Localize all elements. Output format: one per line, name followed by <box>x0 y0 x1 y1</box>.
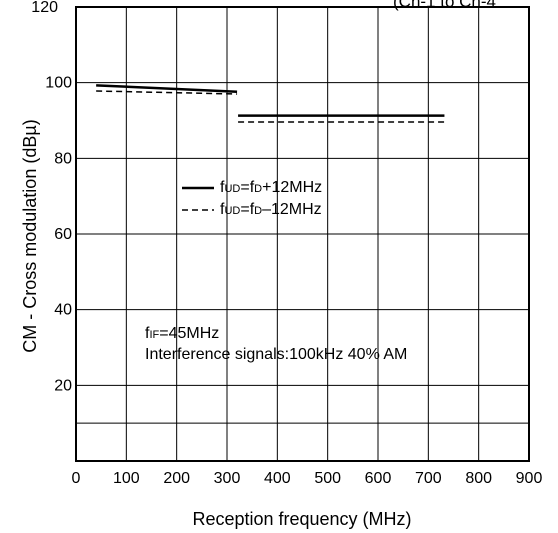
plot-area-frame <box>75 6 530 462</box>
series-dashed-segment-1 <box>96 90 238 95</box>
x-tick-label-100: 100 <box>113 470 140 487</box>
x-tick-label-600: 600 <box>365 470 392 487</box>
legend: fUD=fD+12MHz fUD=fD–12MHz <box>182 179 322 218</box>
y-tick-label-40: 40 <box>54 302 72 319</box>
series-dashed <box>96 90 445 123</box>
y-tick-label-20: 20 <box>54 377 72 394</box>
x-axis-label: Reception frequency (MHz) <box>192 509 411 529</box>
legend-label-solid: fUD=fD+12MHz <box>220 179 322 196</box>
annotation-line-2: Interference signals:100kHz 40% AM <box>145 346 407 363</box>
series-group <box>96 84 445 123</box>
grid-lines <box>76 7 529 461</box>
series-solid-segment-1 <box>96 84 238 93</box>
annotation: fIF=45MHz Interference signals:100kHz 40… <box>145 325 407 363</box>
series-solid <box>96 84 445 117</box>
corner-note: (Ch-1 to Ch-4 <box>393 0 496 11</box>
x-tick-label-400: 400 <box>264 470 291 487</box>
y-tick-label-100: 100 <box>45 75 72 92</box>
y-tick-label-top: 120 <box>31 0 58 16</box>
x-tick-label-700: 700 <box>415 470 442 487</box>
y-axis-label: CM - Cross modulation (dBµ) <box>20 119 40 352</box>
y-tick-label-80: 80 <box>54 150 72 167</box>
x-tick-label-200: 200 <box>163 470 190 487</box>
legend-label-dashed: fUD=fD–12MHz <box>220 201 322 218</box>
tick-labels: 0 100 200 300 400 500 600 700 800 900 20 40 60 80 100 <box>45 75 542 487</box>
x-tick-label-0: 0 <box>72 470 81 487</box>
annotation-line-1: fIF=45MHz <box>145 325 219 342</box>
x-tick-label-800: 800 <box>465 470 492 487</box>
x-tick-label-500: 500 <box>314 470 341 487</box>
y-tick-label-60: 60 <box>54 226 72 243</box>
x-tick-label-300: 300 <box>214 470 241 487</box>
x-tick-label-900: 900 <box>516 470 543 487</box>
